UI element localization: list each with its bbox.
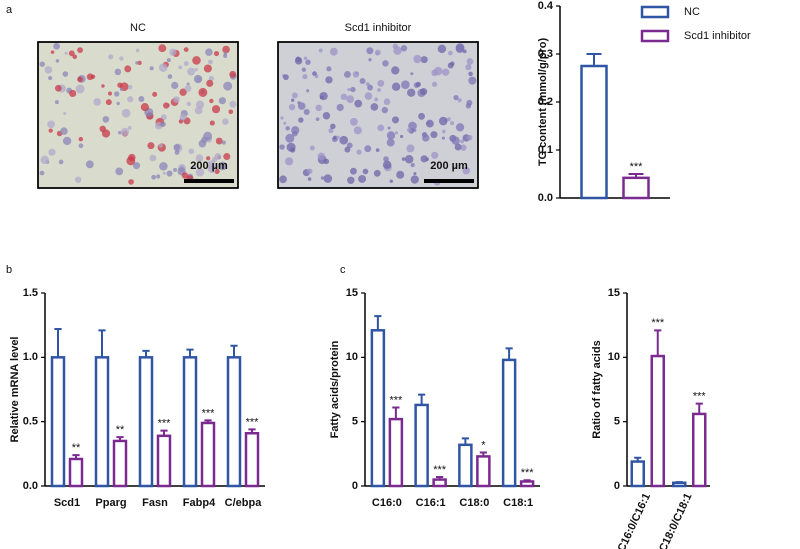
bar: [622, 176, 650, 200]
y-tick-label: 0: [352, 480, 358, 492]
error-bar: [586, 53, 602, 66]
y-tick-label: 1.0: [23, 351, 38, 363]
bar: [414, 403, 429, 488]
significance: ***: [630, 161, 644, 173]
x-tick-label: Fabp4: [183, 497, 216, 509]
bar: [630, 460, 645, 488]
error-bar: [98, 329, 106, 358]
x-tick-label: C16:1: [416, 497, 446, 509]
bar: [692, 412, 707, 488]
significance: ***: [389, 394, 403, 406]
error-bar: [54, 328, 62, 358]
y-tick-label: 15: [346, 287, 358, 299]
image-title: NC: [130, 22, 146, 34]
significance: ***: [158, 418, 172, 430]
bar: [501, 358, 517, 488]
bar: [458, 443, 473, 488]
legend-swatch: [640, 29, 670, 43]
legend-swatch: [640, 5, 670, 19]
error-bar: [654, 329, 662, 357]
y-axis-label: Fatty acids/protein: [329, 340, 341, 438]
y-tick-label: 0.1: [538, 144, 553, 156]
x-tick-label: C/ebpa: [225, 497, 263, 509]
bar: [388, 417, 404, 488]
panel-label: b: [6, 264, 12, 276]
panel-label: a: [6, 4, 13, 16]
micrograph: [277, 41, 479, 189]
significance: ***: [651, 317, 665, 329]
significance: ***: [693, 391, 707, 403]
significance: **: [72, 442, 81, 454]
significance: ***: [433, 464, 447, 476]
x-tick-label: Pparg: [95, 497, 126, 509]
legend-label: NC: [684, 6, 700, 18]
micrograph: [37, 41, 239, 189]
bar: [156, 434, 172, 488]
y-tick-label: 0.5: [23, 416, 38, 428]
y-tick-label: 5: [614, 416, 620, 428]
significance: ***: [246, 416, 260, 428]
bar: [68, 457, 84, 488]
image-title: Scd1 inhibitor: [345, 22, 412, 34]
bar: [476, 455, 491, 488]
bar: [50, 356, 66, 488]
significance: *: [481, 439, 486, 451]
error-bar: [186, 348, 194, 358]
bar: [138, 356, 154, 488]
scale-bar-label: 200 µm: [430, 160, 468, 172]
error-bar: [374, 315, 382, 331]
y-tick-label: 0: [614, 480, 620, 492]
error-bar: [418, 393, 426, 405]
x-tick-label: C16:0: [372, 497, 402, 509]
x-tick-label: Scd1: [54, 497, 80, 509]
significance: **: [116, 424, 125, 436]
x-tick-label: C18:1: [503, 497, 533, 509]
bar: [112, 439, 128, 488]
legend-label: Scd1 inhibitor: [684, 30, 751, 42]
y-tick-label: 10: [608, 351, 620, 363]
error-bar: [695, 402, 703, 414]
x-tick-label: C18:0/C18:1: [657, 491, 694, 549]
error-bar: [505, 347, 513, 360]
bar: [519, 480, 535, 488]
significance: ***: [202, 407, 216, 419]
x-tick-label: C16:0/C16:1: [616, 491, 653, 549]
bar: [244, 431, 260, 488]
y-tick-label: 5: [352, 416, 358, 428]
y-tick-label: 1.5: [23, 287, 38, 299]
bar: [94, 356, 110, 488]
y-tick-label: 0.0: [538, 192, 553, 204]
bar: [182, 356, 198, 488]
bar: [650, 354, 665, 488]
significance: ***: [521, 467, 535, 479]
x-tick-label: C18:0: [459, 497, 489, 509]
y-tick-label: 0.4: [538, 0, 554, 12]
scale-bar-label: 200 µm: [190, 160, 228, 172]
y-tick-label: 0.2: [538, 96, 553, 108]
y-tick-label: 15: [608, 287, 620, 299]
bar: [226, 356, 242, 488]
y-tick-label: 0.0: [23, 480, 38, 492]
y-axis-label: TG content (mmol/g/pro): [537, 38, 549, 167]
bar: [580, 64, 608, 200]
x-tick-label: Fasn: [142, 497, 168, 509]
error-bar: [230, 344, 238, 358]
panel-label: c: [340, 264, 346, 276]
bar: [370, 329, 386, 488]
y-axis-label: Relative mRNA level: [9, 337, 21, 443]
bar: [432, 478, 447, 488]
bar: [200, 421, 216, 488]
y-axis-label: Ratio of fatty acids: [591, 340, 603, 438]
error-bar: [392, 406, 400, 420]
y-tick-label: 10: [346, 351, 358, 363]
y-tick-label: 0.3: [538, 48, 553, 60]
bar: [672, 481, 687, 488]
